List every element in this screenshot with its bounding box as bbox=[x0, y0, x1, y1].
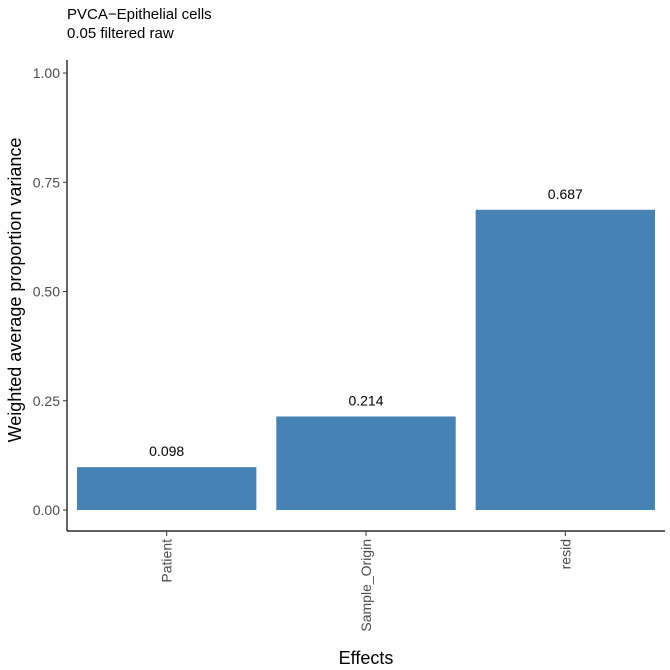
x-axis-title: Effects bbox=[339, 648, 394, 668]
data-label: 0.214 bbox=[348, 392, 383, 408]
y-tick-label: 0.75 bbox=[33, 174, 60, 190]
y-tick-label: 0.00 bbox=[33, 502, 60, 518]
bars-layer bbox=[76, 209, 656, 510]
x-tick-label: resid bbox=[557, 539, 573, 569]
bar-patient bbox=[76, 467, 257, 510]
chart-subtitle: 0.05 filtered raw bbox=[67, 25, 174, 42]
chart-title: PVCA−Epithelial cells bbox=[67, 6, 212, 23]
data-labels-layer: 0.098 0.214 0.687 bbox=[149, 186, 583, 459]
bar-resid bbox=[475, 209, 656, 510]
x-axis: Patient Sample_Origin resid bbox=[67, 530, 665, 632]
x-tick-label: Sample_Origin bbox=[358, 539, 374, 632]
y-tick-label: 0.25 bbox=[33, 393, 60, 409]
data-label: 0.687 bbox=[548, 186, 583, 202]
y-axis-title: Weighted average proportion variance bbox=[5, 138, 25, 443]
bar-sample-origin bbox=[276, 416, 456, 510]
y-tick-label: 1.00 bbox=[33, 65, 60, 81]
x-tick-label: Patient bbox=[159, 539, 175, 583]
y-axis: 0.00 0.25 0.50 0.75 1.00 bbox=[33, 60, 68, 531]
data-label: 0.098 bbox=[149, 443, 184, 459]
y-tick-label: 0.50 bbox=[33, 284, 60, 300]
